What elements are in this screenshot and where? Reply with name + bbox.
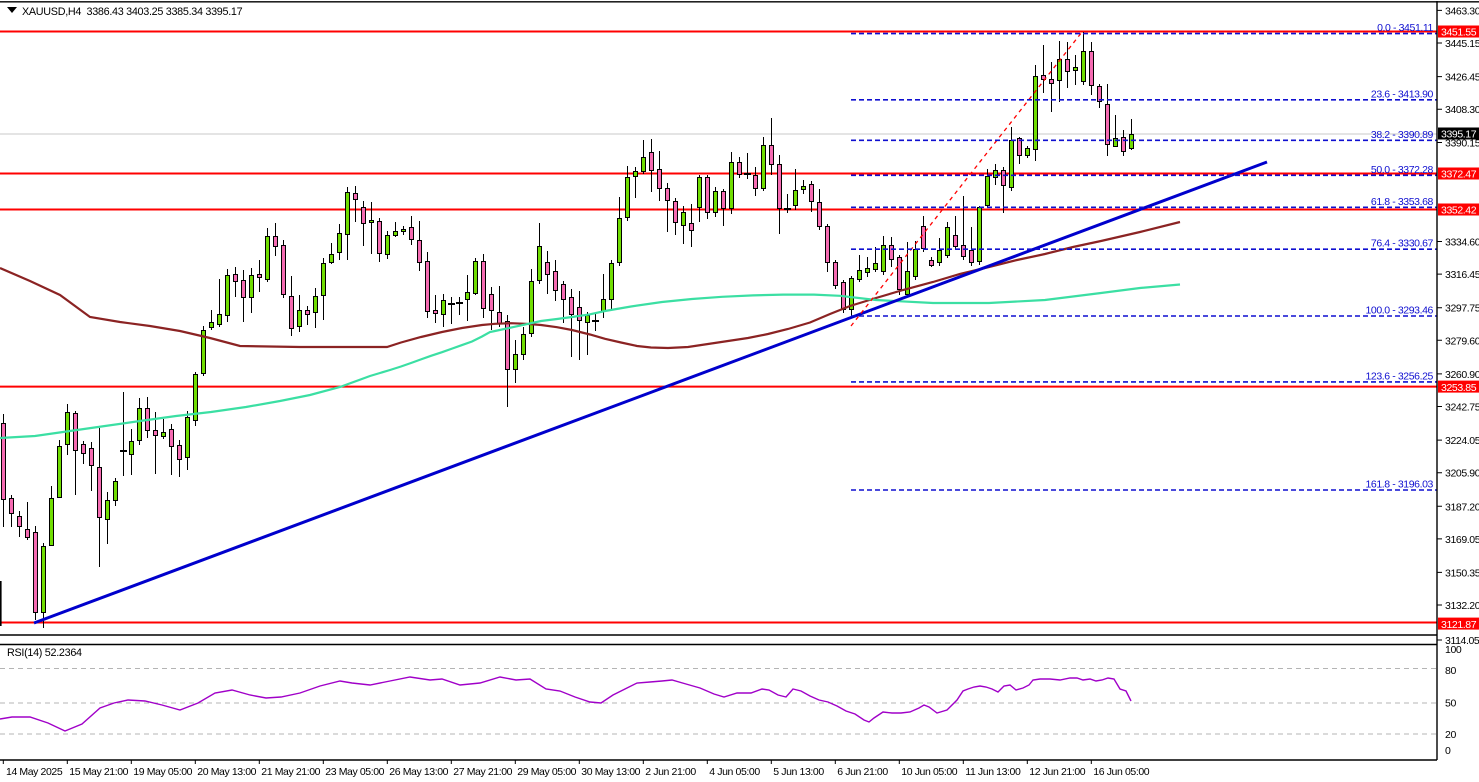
svg-text:3169.05: 3169.05: [1445, 534, 1479, 546]
svg-text:0.0 - 3451.11: 0.0 - 3451.11: [1377, 22, 1433, 34]
svg-text:100.0 - 3293.46: 100.0 - 3293.46: [1365, 305, 1433, 317]
svg-text:3390.15: 3390.15: [1445, 138, 1479, 150]
svg-text:123.6 - 3256.25: 123.6 - 3256.25: [1365, 370, 1433, 382]
svg-text:21 May 21:00: 21 May 21:00: [261, 766, 320, 778]
svg-text:4 Jun 05:00: 4 Jun 05:00: [709, 766, 760, 778]
svg-text:3260.90: 3260.90: [1445, 369, 1479, 381]
svg-text:6 Jun 21:00: 6 Jun 21:00: [837, 766, 888, 778]
svg-text:76.4 - 3330.67: 76.4 - 3330.67: [1371, 238, 1434, 250]
svg-text:3426.45: 3426.45: [1445, 72, 1479, 84]
svg-text:3150.35: 3150.35: [1445, 567, 1479, 579]
svg-text:30 May 13:00: 30 May 13:00: [581, 766, 640, 778]
svg-text:3224.05: 3224.05: [1445, 435, 1479, 447]
svg-text:29 May 05:00: 29 May 05:00: [517, 766, 576, 778]
svg-text:20 May 13:00: 20 May 13:00: [197, 766, 256, 778]
svg-text:100: 100: [1445, 644, 1462, 656]
svg-text:3463.30: 3463.30: [1445, 5, 1479, 17]
svg-text:61.8 - 3353.68: 61.8 - 3353.68: [1371, 196, 1434, 208]
svg-text:16 Jun 05:00: 16 Jun 05:00: [1093, 766, 1149, 778]
svg-text:80: 80: [1445, 665, 1456, 677]
svg-text:3279.60: 3279.60: [1445, 335, 1479, 347]
svg-text:3372.47: 3372.47: [1441, 169, 1477, 181]
svg-text:14 May 2025: 14 May 2025: [6, 766, 63, 778]
svg-text:10 Jun 05:00: 10 Jun 05:00: [901, 766, 957, 778]
svg-text:XAUUSD,H4 3386.43 3403.25 338: XAUUSD,H4 3386.43 3403.25 3385.34 3395.1…: [22, 6, 243, 18]
svg-text:3395.17: 3395.17: [1441, 129, 1477, 141]
svg-text:5 Jun 13:00: 5 Jun 13:00: [773, 766, 824, 778]
svg-text:3205.90: 3205.90: [1445, 468, 1479, 480]
svg-text:50: 50: [1445, 698, 1456, 710]
svg-text:3451.55: 3451.55: [1441, 27, 1477, 39]
svg-text:RSI(14) 52.2364: RSI(14) 52.2364: [7, 647, 82, 659]
svg-text:3445.15: 3445.15: [1445, 38, 1479, 50]
svg-text:26 May 13:00: 26 May 13:00: [389, 766, 448, 778]
svg-text:0: 0: [1445, 745, 1451, 757]
svg-text:3352.42: 3352.42: [1441, 205, 1477, 217]
svg-text:3316.45: 3316.45: [1445, 269, 1479, 281]
svg-text:3114.05: 3114.05: [1445, 635, 1479, 647]
svg-text:11 Jun 13:00: 11 Jun 13:00: [965, 766, 1021, 778]
svg-text:23.6 - 3413.90: 23.6 - 3413.90: [1371, 88, 1434, 100]
svg-text:27 May 21:00: 27 May 21:00: [453, 766, 512, 778]
svg-text:12 Jun 21:00: 12 Jun 21:00: [1029, 766, 1085, 778]
svg-text:19 May 05:00: 19 May 05:00: [133, 766, 192, 778]
svg-text:50.0 - 3372.28: 50.0 - 3372.28: [1371, 164, 1434, 176]
svg-text:161.8 - 3196.03: 161.8 - 3196.03: [1365, 479, 1433, 491]
svg-text:3242.75: 3242.75: [1445, 402, 1479, 414]
svg-text:2 Jun 21:00: 2 Jun 21:00: [645, 766, 696, 778]
svg-text:23 May 05:00: 23 May 05:00: [325, 766, 384, 778]
svg-text:3297.75: 3297.75: [1445, 303, 1479, 315]
svg-text:3253.85: 3253.85: [1441, 382, 1477, 394]
svg-text:15 May 21:00: 15 May 21:00: [69, 766, 128, 778]
svg-text:3334.60: 3334.60: [1445, 237, 1479, 249]
svg-text:3121.87: 3121.87: [1441, 619, 1477, 631]
svg-text:3408.30: 3408.30: [1445, 104, 1479, 116]
svg-text:3187.20: 3187.20: [1445, 501, 1479, 513]
svg-text:38.2 - 3390.89: 38.2 - 3390.89: [1371, 129, 1434, 141]
svg-text:3132.20: 3132.20: [1445, 600, 1479, 612]
svg-text:20: 20: [1445, 729, 1456, 741]
